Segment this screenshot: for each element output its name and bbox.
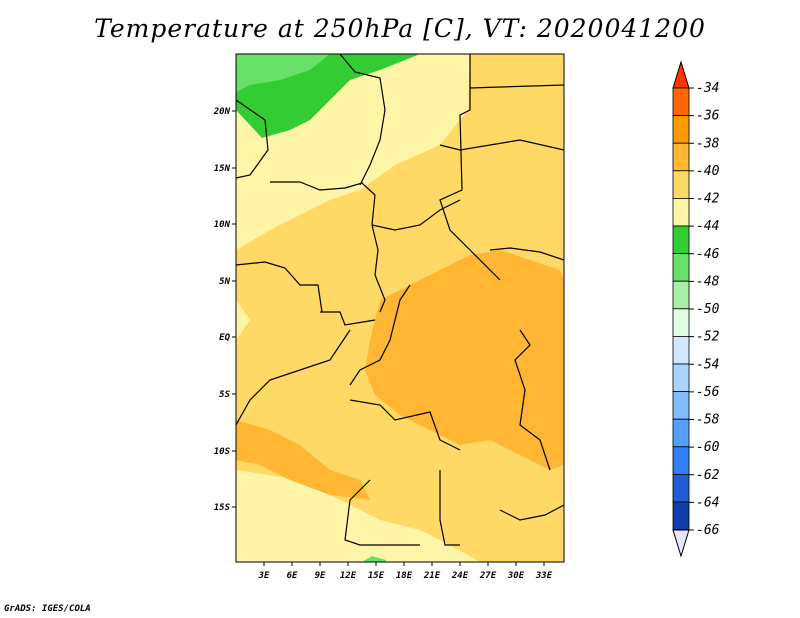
field-band-46-south — [362, 556, 386, 562]
colorbar-label: -50 — [696, 302, 720, 317]
lon-label: 12E — [340, 571, 357, 581]
latitude-axis — [232, 110, 236, 508]
colorbar-label: -62 — [696, 468, 720, 483]
lon-label: 6E — [287, 571, 298, 581]
lat-label: 10N — [214, 220, 231, 230]
colorbar-label: -58 — [696, 413, 720, 428]
colorbar-bottom-arrow — [672, 529, 690, 558]
colorbar-box — [672, 418, 690, 448]
lat-label: EQ — [219, 333, 230, 343]
map-frame — [235, 53, 565, 563]
lon-label: 27E — [479, 571, 497, 581]
lon-label: 30E — [507, 571, 525, 581]
colorbar-label: -36 — [696, 109, 720, 124]
map-title: Temperature at 250hPa [C], VT: 202004120… — [94, 14, 706, 43]
country-borders — [236, 54, 564, 546]
colorbar-label: -52 — [696, 330, 720, 345]
lat-label: 10S — [214, 447, 231, 457]
longitude-axis — [263, 562, 545, 566]
grads-credit: GrADS: IGES/COLA — [4, 604, 91, 614]
colorbar-box — [672, 142, 690, 172]
field-band-38-atlantic — [236, 420, 370, 500]
colorbar-box — [672, 170, 690, 199]
colorbar-box — [672, 87, 690, 117]
colorbar-labels: -34 -36 -38 -40 -42 -44 -46 -48 -50 -52 -54 -56 -58 -… — [689, 81, 720, 538]
lon-label: 21E — [423, 571, 441, 581]
lon-label: 33E — [535, 571, 553, 581]
colorbar-label: -64 — [696, 495, 719, 510]
colorbar-box — [672, 501, 690, 531]
colorbar-label: -60 — [696, 440, 720, 455]
colorbar-box — [672, 225, 690, 255]
colorbar-label: -66 — [696, 523, 720, 538]
lon-label: 24E — [451, 571, 469, 581]
colorbar-box — [672, 363, 690, 393]
colorbar-box — [672, 280, 690, 310]
colorbar-box — [672, 391, 690, 420]
colorbar-label: -42 — [696, 192, 720, 207]
colorbar-box — [672, 115, 690, 144]
lat-label: 15N — [214, 164, 231, 174]
field-band-42-west — [236, 300, 250, 340]
field-band-46-north — [236, 54, 330, 92]
colorbar-label: -54 — [696, 357, 719, 372]
colorbar-label: -40 — [696, 164, 720, 179]
lon-label: 18E — [396, 571, 413, 581]
field-band-40-ne — [470, 54, 564, 110]
lat-label: 15S — [214, 503, 231, 513]
lon-label: 15E — [368, 571, 385, 581]
colorbar-label: -48 — [696, 274, 720, 289]
longitude-labels: 3E 6E 9E 12E 15E 18E 21E 24E 27E 30E 33E — [258, 571, 553, 581]
colorbar-box — [672, 335, 690, 365]
colorbar-box — [672, 446, 690, 475]
lat-label: 20N — [213, 107, 231, 117]
colorbar-label: -56 — [696, 385, 720, 400]
colorbar-boxes — [672, 87, 690, 531]
lat-label: 5S — [219, 390, 230, 400]
lon-label: 3E — [258, 571, 270, 581]
colorbar: -34 -36 -38 -40 -42 -44 -46 -48 -50 -52 -54 -56 -58 -… — [672, 60, 720, 558]
lat-label: 5N — [219, 277, 230, 287]
colorbar-label: -46 — [696, 247, 720, 262]
temperature-field — [236, 54, 564, 562]
lon-label: 9E — [315, 571, 326, 581]
colorbar-box — [672, 473, 690, 503]
colorbar-label: -44 — [696, 219, 719, 234]
colorbar-box — [672, 308, 690, 337]
colorbar-box — [672, 197, 690, 227]
colorbar-top-arrow — [672, 60, 690, 89]
colorbar-box — [672, 253, 690, 282]
field-band-42-south — [236, 470, 480, 562]
colorbar-label: -34 — [696, 81, 719, 96]
colorbar-label: -38 — [696, 136, 720, 151]
latitude-labels: 20N 15N 10N 5N EQ 5S 10S 15S — [213, 107, 231, 513]
